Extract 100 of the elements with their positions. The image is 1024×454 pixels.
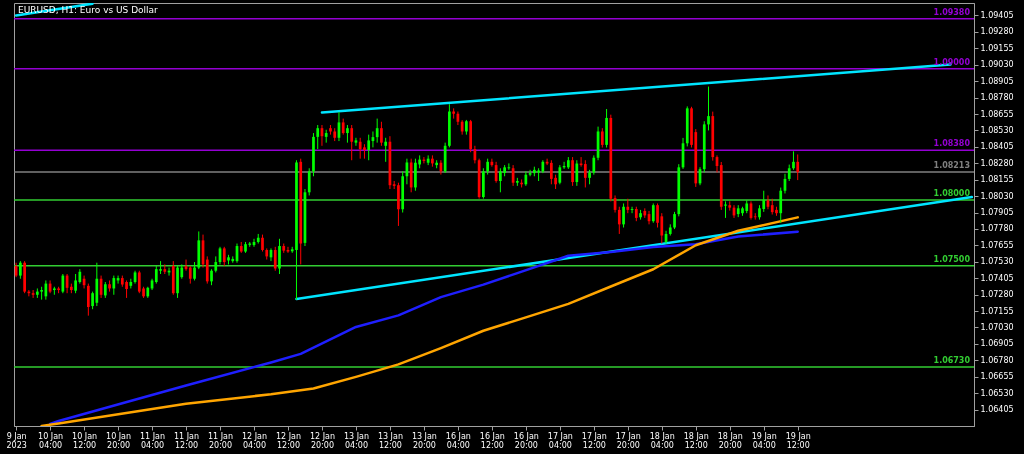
- x-tick-label: 18 Jan 04:00: [649, 431, 675, 450]
- ref-line-label: 1.08213: [933, 161, 970, 171]
- ref-line-label: 1.08000: [933, 189, 971, 199]
- x-tick-label: 11 Jan 12:00: [174, 431, 200, 450]
- candlestick: [205, 255, 209, 285]
- y-tick-label: 1.06530: [980, 388, 1014, 398]
- y-tick-label: 1.08155: [980, 175, 1014, 185]
- candlestick: [193, 261, 196, 281]
- y-tick-label: 1.06655: [980, 372, 1014, 382]
- x-tick-label: 10 Jan 20:00: [106, 431, 132, 450]
- ref-line-label: 1.06730: [933, 355, 971, 365]
- x-tick-label: 16 Jan 04:00: [445, 431, 471, 450]
- x-tick-label: 16 Jan 12:00: [479, 431, 505, 450]
- candlestick: [74, 273, 77, 294]
- x-tick-label: 9 Jan 2023: [6, 431, 27, 450]
- y-tick-label: 1.07155: [980, 306, 1014, 316]
- candlestick: [307, 167, 311, 196]
- candlestick: [592, 154, 596, 176]
- candlestick: [617, 206, 621, 235]
- candlestick: [753, 212, 757, 221]
- x-tick-label: 18 Jan 12:00: [683, 431, 709, 450]
- y-tick-label: 1.08405: [980, 142, 1014, 152]
- ref-line-label: 1.07500: [933, 254, 971, 264]
- y-tick-label: 1.07655: [980, 240, 1014, 250]
- candlestick: [630, 206, 634, 214]
- x-tick-label: 10 Jan 12:00: [72, 431, 98, 450]
- candlestick: [651, 202, 655, 224]
- candlestick: [583, 159, 587, 188]
- x-tick-label: 17 Jan 12:00: [581, 431, 607, 450]
- candlestick: [273, 246, 277, 272]
- candlestick: [222, 246, 226, 267]
- x-tick-label: 11 Jan 04:00: [140, 431, 166, 450]
- candlestick: [316, 124, 320, 150]
- ref-line-label: 1.08380: [933, 139, 971, 149]
- x-tick-label: 13 Jan 20:00: [411, 431, 437, 450]
- candlestick: [375, 118, 379, 144]
- candlestick: [600, 127, 604, 148]
- candlestick: [499, 167, 502, 193]
- y-tick-label: 1.08530: [980, 125, 1014, 135]
- candlestick: [571, 156, 574, 187]
- candlestick: [622, 202, 625, 229]
- x-tick-label: 13 Jan 04:00: [343, 431, 369, 450]
- candlestick: [507, 162, 511, 171]
- x-tick-label: 19 Jan 04:00: [751, 431, 777, 450]
- y-tick-label: 1.07405: [980, 273, 1014, 283]
- y-tick-label: 1.08780: [980, 93, 1014, 103]
- y-tick-label: 1.07030: [980, 322, 1014, 332]
- y-tick-label: 1.07780: [980, 224, 1014, 234]
- candlestick: [549, 159, 553, 185]
- y-tick-label: 1.09030: [980, 60, 1014, 70]
- candlestick: [44, 279, 48, 301]
- y-tick-label: 1.09155: [980, 43, 1014, 53]
- candlestick: [762, 190, 766, 213]
- candlestick: [61, 273, 65, 294]
- candlestick: [792, 150, 795, 171]
- x-tick-label: 12 Jan 12:00: [275, 431, 302, 450]
- candlestick: [707, 86, 710, 131]
- candlestick: [575, 159, 579, 187]
- y-tick-label: 1.06780: [980, 355, 1014, 365]
- candlestick: [796, 153, 800, 181]
- candlestick: [350, 124, 354, 161]
- ref-line-label: 1.09380: [933, 7, 971, 17]
- candlestick: [286, 246, 290, 254]
- x-tick-label: 13 Jan 12:00: [377, 431, 403, 450]
- y-tick-label: 1.06905: [980, 339, 1014, 349]
- x-tick-label: 17 Jan 04:00: [547, 431, 573, 450]
- x-tick-label: 18 Jan 20:00: [717, 431, 743, 450]
- candlestick: [358, 137, 362, 160]
- candlestick: [779, 187, 783, 224]
- candlestick: [384, 137, 388, 163]
- y-tick-label: 1.08655: [980, 109, 1014, 119]
- candlestick: [452, 107, 456, 120]
- x-tick-label: 11 Jan 20:00: [207, 431, 234, 450]
- y-tick-label: 1.08030: [980, 191, 1014, 201]
- candlestick: [86, 283, 90, 317]
- x-tick-label: 16 Jan 20:00: [513, 431, 539, 450]
- candlestick: [367, 134, 371, 161]
- candlestick: [354, 137, 358, 147]
- candlestick: [558, 164, 562, 185]
- y-tick-label: 1.07530: [980, 257, 1014, 267]
- y-tick-label: 1.08905: [980, 76, 1014, 86]
- y-tick-label: 1.09280: [980, 27, 1014, 37]
- candlestick: [724, 200, 727, 219]
- x-tick-label: 10 Jan 04:00: [38, 431, 64, 450]
- y-tick-label: 1.09405: [980, 10, 1014, 20]
- candlestick: [278, 238, 281, 275]
- candlestick: [31, 289, 35, 299]
- ref-line-label: 1.09000: [933, 57, 971, 67]
- candlestick: [137, 270, 141, 294]
- candlestick: [112, 275, 116, 296]
- candlestick: [380, 121, 383, 147]
- y-tick-label: 1.07280: [980, 290, 1014, 300]
- x-tick-label: 19 Jan 12:00: [785, 431, 811, 450]
- x-tick-label: 17 Jan 20:00: [615, 431, 641, 450]
- y-tick-label: 1.07905: [980, 208, 1014, 218]
- y-tick-label: 1.08280: [980, 158, 1014, 168]
- x-tick-label: 12 Jan 20:00: [309, 431, 335, 450]
- y-tick-label: 1.06405: [980, 405, 1014, 415]
- candlestick: [528, 169, 532, 177]
- x-tick-label: 12 Jan 04:00: [241, 431, 268, 450]
